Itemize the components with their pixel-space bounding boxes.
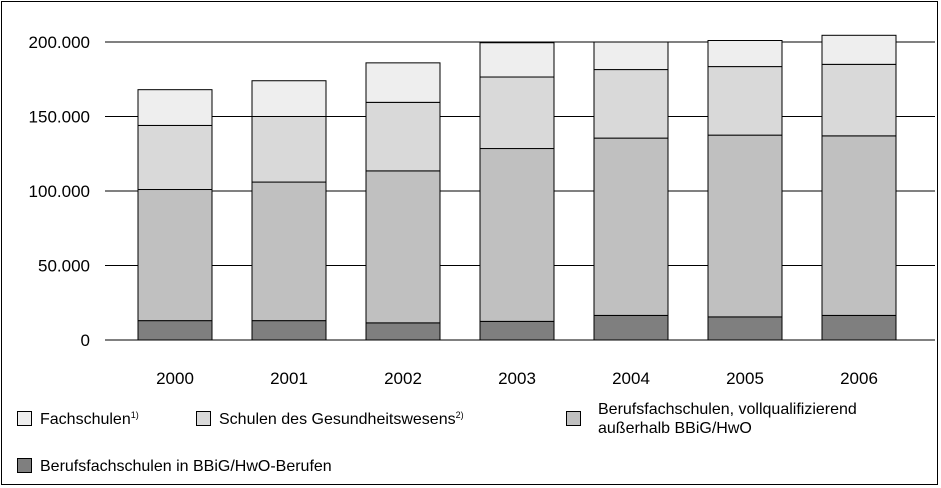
bar-segment [251, 181, 327, 322]
bar-segment [137, 189, 213, 322]
legend-text-vollqual-line1: Berufsfachschulen, vollqualifizierend [598, 401, 857, 418]
bar-segment [707, 316, 783, 341]
bar-segment [593, 41, 669, 71]
bar-segment [365, 322, 441, 341]
bar-segment [479, 148, 555, 322]
y-axis-ticks: 0 50.000 100.000 150.000 200.000 [29, 33, 90, 350]
legend-swatch-vollqual [566, 411, 581, 426]
bar-segment [251, 80, 327, 117]
bar-segment [593, 137, 669, 316]
bar-segment [707, 40, 783, 68]
x-tick-label: 2006 [840, 369, 878, 388]
bar-segment [593, 69, 669, 139]
x-tick-label: 2002 [384, 369, 422, 388]
x-tick-label: 2001 [270, 369, 308, 388]
bar-segment [137, 89, 213, 126]
y-tick-label: 50.000 [38, 257, 90, 276]
bar-segment [479, 42, 555, 78]
footnote-marker-2: 2) [455, 410, 464, 420]
bar-segment [479, 76, 555, 150]
bar-segment [707, 134, 783, 318]
bars [137, 34, 897, 341]
bar-segment [821, 34, 897, 65]
legend-swatch-fachschulen [17, 411, 32, 426]
x-tick-label: 2000 [156, 369, 194, 388]
bar-segment [251, 320, 327, 341]
y-tick-label: 200.000 [29, 33, 90, 52]
legend-text-gesundheit: Schulen des Gesundheitswesens [219, 411, 456, 428]
bar-segment [821, 63, 897, 137]
bar-segment [137, 320, 213, 341]
bar-segment [707, 66, 783, 136]
legend-label-fachschulen: Fachschulen1) [40, 410, 139, 429]
bar-segment [365, 170, 441, 324]
x-axis-ticks: 2000 2001 2002 2003 2004 2005 2006 [156, 369, 878, 388]
bar-segment [821, 314, 897, 341]
footnote-marker-1: 1) [130, 410, 139, 420]
bar-segment [251, 116, 327, 183]
legend-text-vollqual-line2: außerhalb BBiG/HwO [598, 420, 752, 437]
bar-segment [821, 135, 897, 316]
x-tick-label: 2004 [612, 369, 650, 388]
bar-segment [365, 101, 441, 172]
y-tick-label: 100.000 [29, 182, 90, 201]
legend-text-bbig: Berufsfachschulen in BBiG/HwO-Berufen [40, 458, 332, 475]
bar-segment [137, 124, 213, 191]
x-tick-label: 2003 [498, 369, 536, 388]
x-tick-label: 2005 [726, 369, 764, 388]
y-tick-label: 0 [81, 331, 90, 350]
legend-text-fachschulen: Fachschulen [40, 411, 131, 428]
bar-segment [593, 314, 669, 341]
legend-label-vollqual: Berufsfachschulen, vollqualifizierend au… [598, 400, 857, 438]
y-tick-label: 150.000 [29, 108, 90, 127]
bar-segment [479, 320, 555, 341]
legend-label-bbig: Berufsfachschulen in BBiG/HwO-Berufen [40, 457, 332, 476]
legend-swatch-gesundheit [196, 411, 211, 426]
legend-swatch-bbig [17, 458, 32, 473]
legend-label-gesundheit: Schulen des Gesundheitswesens2) [219, 410, 464, 429]
bar-segment [365, 62, 441, 103]
